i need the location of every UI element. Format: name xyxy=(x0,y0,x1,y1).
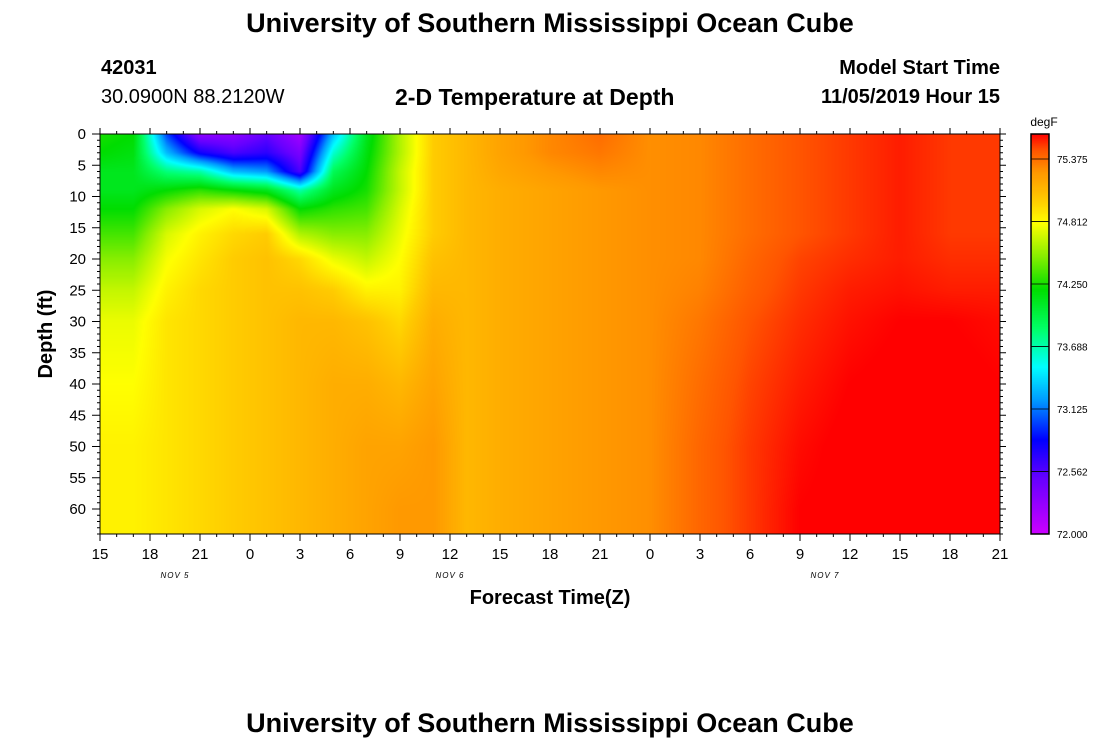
x-tick-label: 15 xyxy=(92,546,109,563)
y-tick-label: 20 xyxy=(69,251,86,268)
x-date-label: NOV 5 xyxy=(160,571,189,580)
y-tick-label: 0 xyxy=(78,126,86,143)
y-tick-label: 15 xyxy=(69,220,86,237)
x-tick-label: 0 xyxy=(646,546,654,563)
x-tick-label: 12 xyxy=(842,546,859,563)
y-tick-label: 60 xyxy=(69,501,86,518)
x-axis-label: Forecast Time(Z) xyxy=(470,587,631,609)
y-tick-label: 35 xyxy=(69,345,86,362)
y-axis-label: Depth (ft) xyxy=(35,290,57,379)
model-start-value: 11/05/2019 Hour 15 xyxy=(820,86,1000,108)
title-bottom: University of Southern Mississippi Ocean… xyxy=(246,708,854,738)
y-tick-label: 25 xyxy=(69,282,86,299)
x-tick-label: 9 xyxy=(796,546,804,563)
x-tick-label: 21 xyxy=(992,546,1009,563)
colorbar-tick-label: 73.125 xyxy=(1057,405,1088,416)
x-tick-label: 18 xyxy=(942,546,959,563)
colorbar xyxy=(1031,134,1049,534)
colorbar-tick-label: 74.250 xyxy=(1057,280,1088,291)
plot-title: 2-D Temperature at Depth xyxy=(395,84,675,110)
y-tick-label: 5 xyxy=(78,157,86,174)
y-tick-label: 45 xyxy=(69,407,86,424)
y-tick-label: 55 xyxy=(69,470,86,487)
x-tick-label: 21 xyxy=(592,546,609,563)
y-tick-label: 10 xyxy=(69,189,86,206)
colorbar-tick-label: 72.562 xyxy=(1057,468,1088,479)
station-coords: 30.0900N 88.2120W xyxy=(101,86,285,108)
title-top: University of Southern Mississippi Ocean… xyxy=(246,8,854,38)
colorbar-tick-label: 75.375 xyxy=(1057,155,1088,166)
x-tick-label: 15 xyxy=(492,546,509,563)
x-tick-label: 6 xyxy=(746,546,754,563)
y-tick-label: 50 xyxy=(69,439,86,456)
colorbar-tick-label: 72.000 xyxy=(1057,530,1088,541)
x-tick-label: 0 xyxy=(246,546,254,563)
colorbar-unit: degF xyxy=(1030,115,1057,129)
y-tick-label: 40 xyxy=(69,376,86,393)
x-tick-label: 18 xyxy=(542,546,559,563)
colorbar-tick-label: 74.812 xyxy=(1057,218,1088,229)
x-tick-label: 21 xyxy=(192,546,209,563)
x-tick-label: 9 xyxy=(396,546,404,563)
model-start-label: Model Start Time xyxy=(839,57,1000,79)
x-tick-label: 15 xyxy=(892,546,909,563)
x-date-label: NOV 6 xyxy=(435,571,464,580)
x-tick-label: 3 xyxy=(696,546,704,563)
x-tick-label: 6 xyxy=(346,546,354,563)
x-tick-label: 3 xyxy=(296,546,304,563)
x-tick-label: 12 xyxy=(442,546,459,563)
x-date-label: NOV 7 xyxy=(810,571,839,580)
station-id: 42031 xyxy=(101,57,157,79)
colorbar-tick-label: 73.688 xyxy=(1057,342,1088,353)
temperature-heatmap xyxy=(100,134,1000,534)
y-tick-label: 30 xyxy=(69,314,86,331)
x-tick-label: 18 xyxy=(142,546,159,563)
